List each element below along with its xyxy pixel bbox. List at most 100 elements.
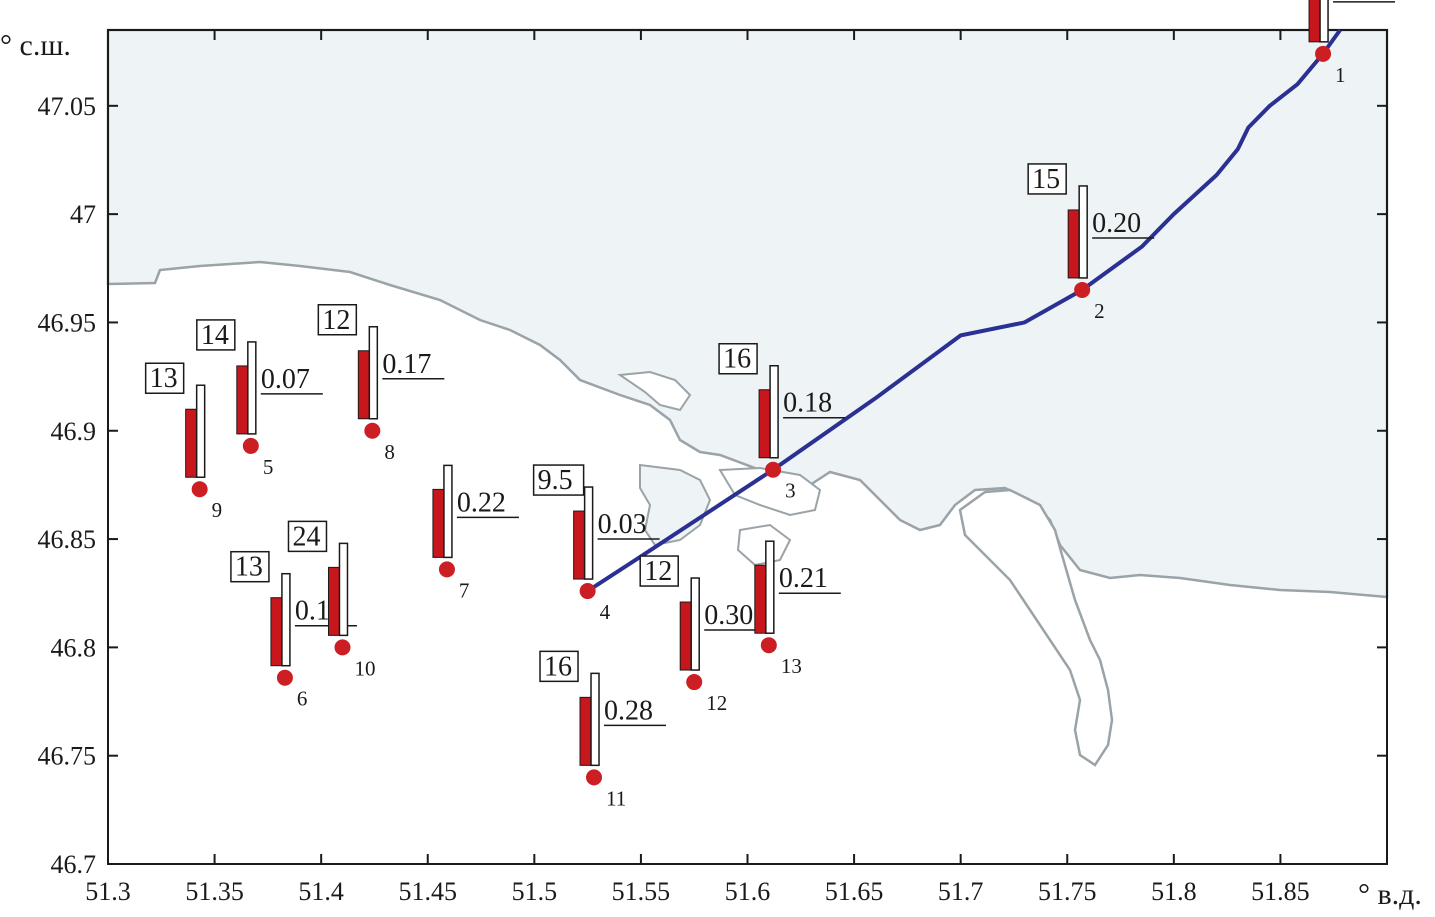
station-marker xyxy=(686,674,703,691)
white-bar xyxy=(247,341,257,435)
x-tick-label: 51.55 xyxy=(612,877,671,906)
x-tick-label: 51.85 xyxy=(1251,877,1310,906)
white-bar xyxy=(769,364,779,459)
white-bar xyxy=(1078,185,1088,279)
station-12: 12 12 0.30 xyxy=(639,555,767,715)
land-area xyxy=(106,28,1389,599)
station-number: 2 xyxy=(1094,299,1105,323)
x-tick-label: 51.8 xyxy=(1151,877,1197,906)
station-number: 12 xyxy=(706,691,727,715)
red-bar xyxy=(236,365,249,435)
delta-island xyxy=(617,370,692,412)
bay-area xyxy=(958,488,1114,767)
red-bar xyxy=(758,389,771,459)
red-bar xyxy=(327,566,340,636)
station-number: 11 xyxy=(606,786,626,810)
white-bar xyxy=(443,464,453,559)
red-bar xyxy=(573,510,586,580)
boxed-value: 16 xyxy=(723,344,751,375)
boxed-value: 9.5 xyxy=(538,465,573,496)
boxed-value-frame xyxy=(532,464,585,496)
station-number: 6 xyxy=(297,687,308,711)
channel-layer xyxy=(586,28,1342,593)
ratio-value: 0.17 xyxy=(382,349,431,380)
station-marker xyxy=(1315,45,1332,62)
station-marker xyxy=(1074,281,1091,298)
station-number: 9 xyxy=(212,498,223,522)
station-marker xyxy=(191,481,208,498)
boxed-value-frame xyxy=(639,555,679,587)
station-13: 130.21 xyxy=(754,540,841,678)
ratio-value: 0.03 xyxy=(598,509,647,540)
station-11: 11 16 0.28 xyxy=(539,650,667,810)
boxed-value-frame xyxy=(230,550,270,583)
station-number: 1 xyxy=(1335,63,1346,87)
ratio-value: 0.28 xyxy=(604,695,653,726)
station-marker xyxy=(334,639,351,656)
y-tick-label: 46.8 xyxy=(51,633,97,662)
stations-layer: 1200.232150.203160.1849.50.035140.076130… xyxy=(144,0,1396,810)
ratio-value: 0.18 xyxy=(783,388,832,419)
station-3: 3 16 0.18 xyxy=(718,342,846,503)
y-tick-label: 46.95 xyxy=(38,308,97,337)
station-marker xyxy=(438,561,455,578)
white-bar xyxy=(765,540,775,634)
station-number: 8 xyxy=(384,440,395,464)
red-bar xyxy=(754,564,767,634)
station-8: 8 12 0.17 xyxy=(317,304,445,464)
y-axis-unit: ° с.ш. xyxy=(0,29,71,62)
station-marker xyxy=(586,769,603,786)
red-bar xyxy=(185,408,198,478)
station-number: 3 xyxy=(785,479,796,503)
x-tick-label: 51.75 xyxy=(1038,877,1097,906)
y-tick-label: 47 xyxy=(70,200,96,229)
white-bar xyxy=(583,486,594,580)
y-tick-label: 46.7 xyxy=(51,850,97,879)
delta-island xyxy=(736,523,792,567)
white-bar xyxy=(1319,0,1329,43)
boxed-value: 24 xyxy=(292,521,320,552)
white-bar xyxy=(338,542,349,637)
x-tick-label: 51.5 xyxy=(512,877,558,906)
boxed-value: 12 xyxy=(644,556,672,587)
white-bar xyxy=(590,672,600,767)
boxed-value: 13 xyxy=(235,552,263,583)
station-5: 5 14 0.07 xyxy=(196,319,323,479)
y-tick-label: 47.05 xyxy=(38,92,97,121)
station-marker xyxy=(242,437,259,454)
navigation-channel xyxy=(586,28,1342,593)
station-number: 4 xyxy=(600,600,611,624)
y-tick-label: 46.85 xyxy=(38,525,97,554)
boxed-value-frame xyxy=(144,362,185,394)
station-marker xyxy=(276,669,293,686)
station-marker xyxy=(765,461,782,478)
boxed-value-frame xyxy=(718,342,758,375)
y-tick-label: 46.9 xyxy=(51,417,97,446)
station-number: 5 xyxy=(263,455,274,479)
boxed-value-frame xyxy=(196,319,236,351)
station-2: 2 15 0.20 xyxy=(1027,163,1155,323)
station-7: 70.22 xyxy=(432,464,519,602)
x-tick-label: 51.35 xyxy=(185,877,244,906)
boxed-value: 15 xyxy=(1032,164,1060,195)
station-number: 10 xyxy=(354,656,375,680)
boxed-value-frame xyxy=(539,650,579,683)
delta-island xyxy=(639,463,712,547)
white-bar xyxy=(690,577,700,671)
station-number: 13 xyxy=(781,654,802,678)
station-4: 4 9.5 0.03 xyxy=(532,464,660,624)
boxed-value-frame xyxy=(1027,163,1067,195)
station-marker xyxy=(579,583,596,600)
red-bar xyxy=(1067,209,1080,279)
x-tick-label: 51.4 xyxy=(298,877,344,906)
boxed-value: 13 xyxy=(150,363,178,394)
x-tick-label: 51.6 xyxy=(725,877,771,906)
ratio-value: 0.07 xyxy=(261,364,310,395)
x-axis-unit: ° в.д. xyxy=(1358,878,1422,911)
boxed-value: 14 xyxy=(201,320,229,351)
x-tick-label: 51.45 xyxy=(399,877,458,906)
red-bar xyxy=(432,488,445,558)
x-tick-label: 51.3 xyxy=(85,877,131,906)
